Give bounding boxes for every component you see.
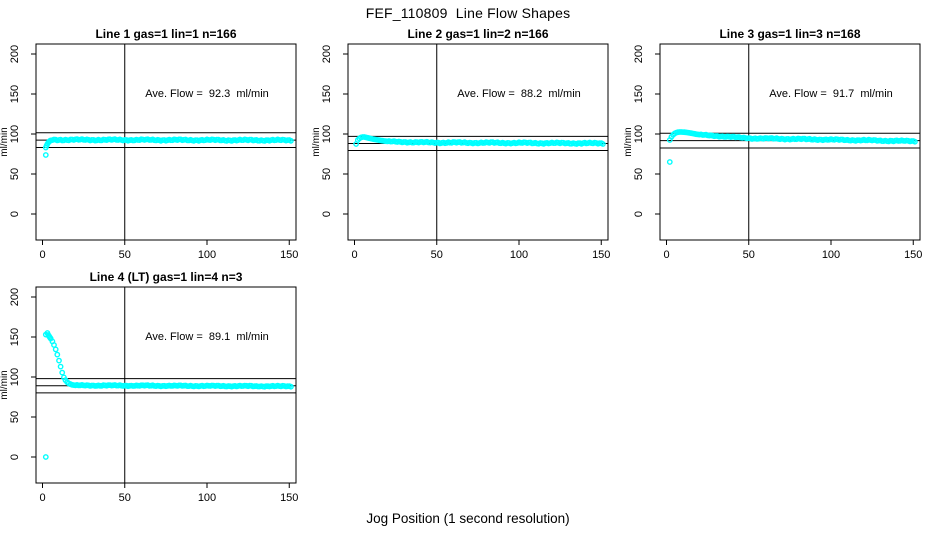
- x-axis-tick-label: 100: [198, 492, 216, 504]
- x-axis-tick-label: 150: [280, 249, 298, 261]
- y-axis-tick-label: 200: [321, 45, 333, 63]
- y-axis-tick-label: 0: [9, 454, 21, 460]
- panel-title: Line 4 (LT) gas=1 lin=4 n=3: [90, 270, 243, 284]
- data-point: [57, 363, 64, 370]
- line-4-flow-chart: Line 4 (LT) gas=1 lin=4 n=3 0 50 100 150 0 50 1…: [0, 270, 298, 504]
- ave-flow-annotation: Ave. Flow = 88.2 ml/min: [457, 88, 581, 100]
- line-2-flow-chart: Line 2 gas=1 lin=2 n=166 0 50 100 150 0 50 100 1…: [312, 27, 610, 261]
- plot-box: [35, 286, 297, 484]
- y-axis-tick-label: 200: [633, 45, 645, 63]
- y-axis-tick-label: 50: [633, 168, 645, 180]
- ave-flow-annotation: Ave. Flow = 92.3 ml/min: [145, 88, 269, 100]
- plot-box: [347, 43, 609, 241]
- y-axis-tick-label: 200: [9, 288, 21, 306]
- y-axis-tick-label: 200: [9, 45, 21, 63]
- data-point: [599, 141, 606, 147]
- x-axis-tick-label: 50: [431, 249, 443, 261]
- x-axis-tick-label: 150: [280, 492, 298, 504]
- panel-title: Line 3 gas=1 lin=3 n=168: [719, 27, 860, 41]
- y-axis-tick-label: 0: [9, 211, 21, 217]
- y-axis-title: ml/min: [312, 127, 322, 156]
- x-axis-tick-label: 100: [510, 249, 528, 261]
- y-axis-tick-label: 100: [633, 125, 645, 143]
- x-axis-tick-label: 0: [39, 249, 45, 261]
- y-axis-tick-label: 150: [633, 85, 645, 103]
- y-axis-tick-label: 50: [321, 168, 333, 180]
- y-axis-title: ml/min: [624, 127, 634, 156]
- data-point: [59, 369, 66, 376]
- y-axis-tick-label: 150: [321, 85, 333, 103]
- y-axis-tick-label: 150: [9, 328, 21, 346]
- figure-title: FEF_110809 Line Flow Shapes: [365, 5, 571, 21]
- panel-line-4: Line 4 (LT) gas=1 lin=4 n=3 0 50 100 150 0 50 1…: [0, 268, 312, 511]
- data-point: [42, 152, 49, 158]
- panel-line-2: Line 2 gas=1 lin=2 n=166 0 50 100 150 0 50 100 1…: [312, 25, 624, 268]
- x-axis-tick-label: 50: [119, 492, 131, 504]
- panel-line-3: Line 3 gas=1 lin=3 n=168 0 50 100 150 0 50 100 1…: [624, 25, 936, 268]
- plot-box: [659, 43, 921, 241]
- y-axis-title: ml/min: [0, 127, 10, 156]
- ave-flow-annotation: Ave. Flow = 91.7 ml/min: [769, 88, 893, 100]
- data-point: [287, 137, 294, 144]
- data-point: [287, 383, 294, 390]
- x-axis-tick-label: 0: [39, 492, 45, 504]
- x-axis-tick-label: 0: [351, 249, 357, 261]
- line-1-flow-chart: Line 1 gas=1 lin=1 n=166 0 50 100 150 0 50 100 1…: [0, 27, 298, 261]
- y-axis-tick-label: 100: [321, 125, 333, 143]
- y-axis-title: ml/min: [0, 370, 10, 399]
- x-axis-tick-label: 50: [743, 249, 755, 261]
- x-axis-tick-label: 0: [663, 249, 669, 261]
- y-axis-tick-label: 50: [9, 411, 21, 423]
- y-axis-tick-label: 150: [9, 85, 21, 103]
- x-axis-title: Jog Position (1 second resolution): [366, 511, 570, 526]
- data-point: [56, 357, 62, 364]
- panel-title: Line 2 gas=1 lin=2 n=166: [407, 27, 548, 41]
- ave-flow-annotation: Ave. Flow = 89.1 ml/min: [145, 331, 269, 343]
- y-axis-tick-label: 0: [633, 211, 645, 217]
- line-3-flow-chart: Line 3 gas=1 lin=3 n=168 0 50 100 150 0 50 100 1…: [624, 27, 922, 261]
- y-axis-tick-label: 100: [9, 368, 21, 386]
- panel-title: Line 1 gas=1 lin=1 n=166: [95, 27, 236, 41]
- x-axis-tick-label: 150: [904, 249, 922, 261]
- x-axis-tick-label: 100: [822, 249, 840, 261]
- x-axis-tick-label: 150: [592, 249, 610, 261]
- x-axis-tick-label: 100: [198, 249, 216, 261]
- y-axis-tick-label: 100: [9, 125, 21, 143]
- data-point: [911, 138, 918, 145]
- y-axis-tick-label: 50: [9, 168, 21, 180]
- y-axis-tick-label: 0: [321, 211, 333, 217]
- data-point: [52, 346, 59, 353]
- data-point: [54, 351, 61, 358]
- panel-line-1: Line 1 gas=1 lin=1 n=166 0 50 100 150 0 50 100 1…: [0, 25, 312, 268]
- data-point: [42, 454, 49, 460]
- plot-box: [35, 43, 297, 241]
- data-point: [666, 159, 673, 165]
- x-axis-tick-label: 50: [119, 249, 131, 261]
